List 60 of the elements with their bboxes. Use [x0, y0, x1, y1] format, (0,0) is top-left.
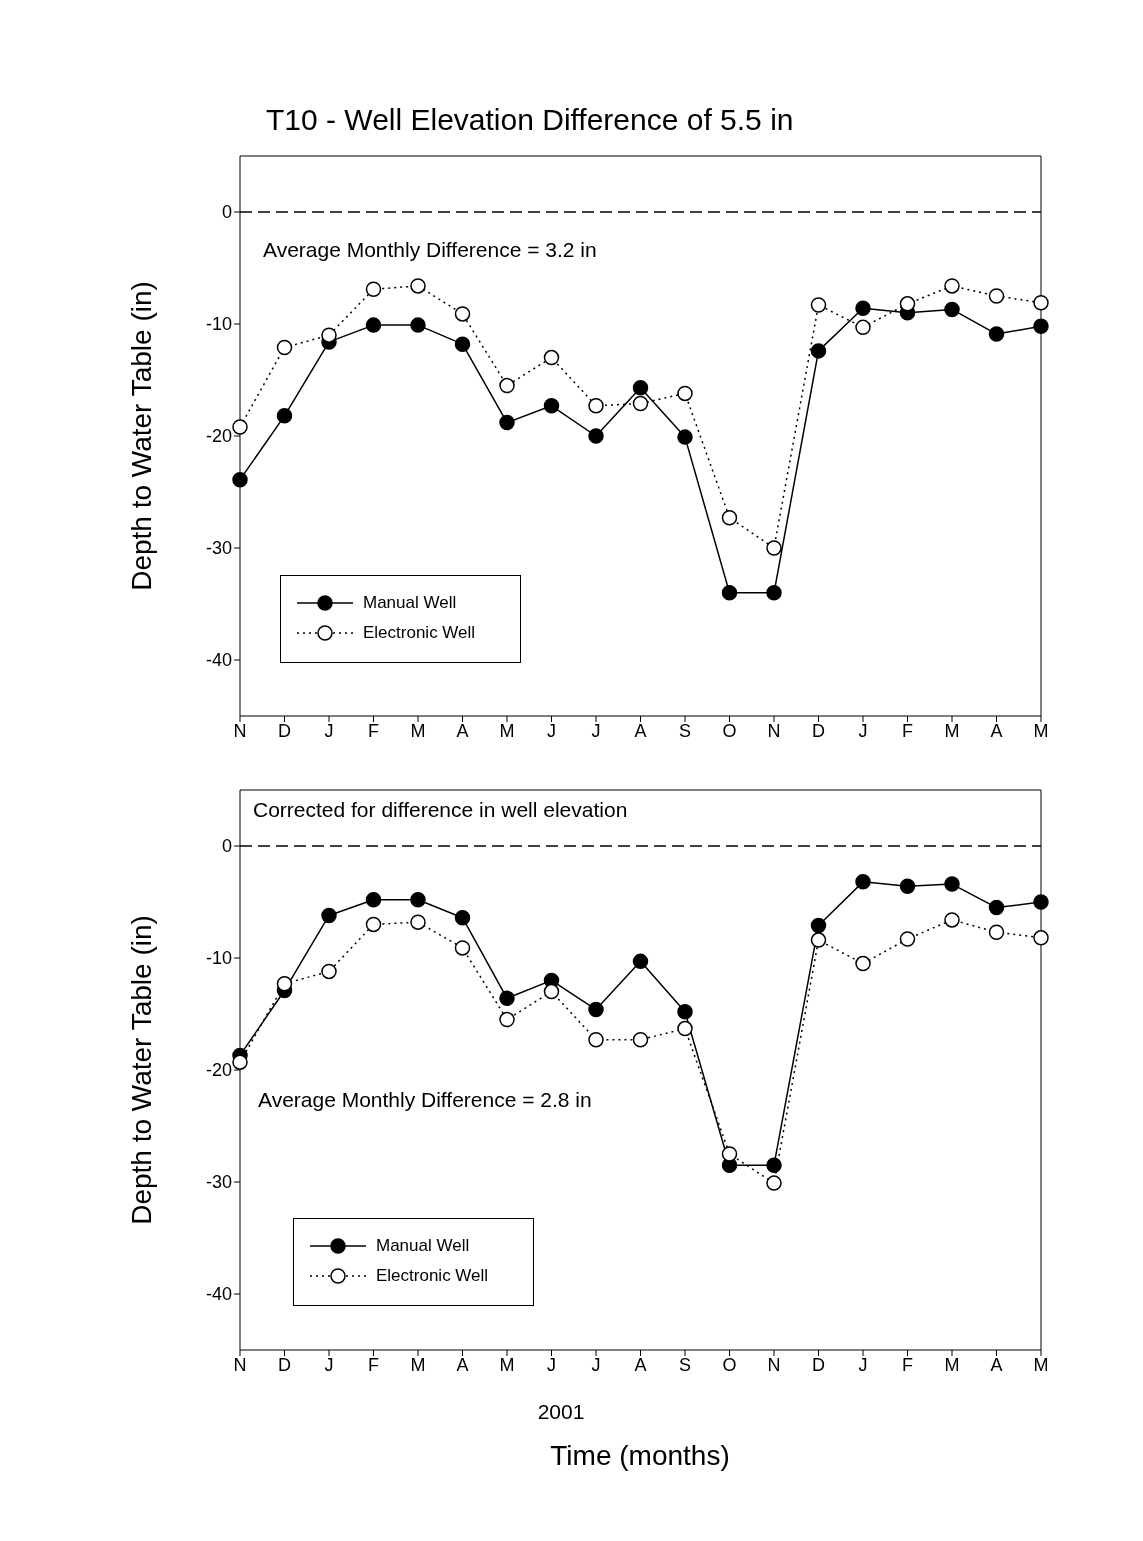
x-tick-label: N	[233, 1354, 247, 1375]
x-tick-label: M	[410, 1354, 426, 1375]
chart-title: T10 - Well Elevation Difference of 5.5 in	[266, 103, 794, 137]
annotation: Average Monthly Difference = 3.2 in	[263, 238, 597, 262]
x-tick-label: J	[324, 1354, 334, 1375]
legend-label: Manual Well	[363, 593, 457, 613]
x-tick-label: O	[722, 720, 737, 741]
y-tick-label: -10	[205, 314, 232, 335]
x-tick-label: D	[812, 1354, 825, 1375]
y-tick-label: -40	[205, 650, 232, 671]
x-tick-label: M	[1033, 1354, 1049, 1375]
x-tick-label: F	[368, 1354, 379, 1375]
x-tick-label: M	[944, 720, 960, 741]
x-tick-label: S	[678, 720, 692, 741]
y-tick-label: -40	[205, 1284, 232, 1305]
y-axis-title: Depth to Water Table (in)	[125, 915, 157, 1225]
x-tick-label: J	[547, 720, 556, 741]
x-tick-label: A	[990, 1354, 1003, 1375]
y-tick-label: 0	[221, 836, 232, 857]
x-tick-label: J	[547, 1354, 556, 1375]
x-tick-label: M	[499, 1354, 515, 1375]
x-tick-label: S	[678, 1354, 692, 1375]
x-tick-label: J	[324, 720, 334, 741]
x-tick-label: D	[278, 720, 291, 741]
y-tick-label: -30	[205, 538, 232, 559]
y-axis-title: Depth to Water Table (in)	[125, 281, 157, 591]
x-tick-label: N	[767, 720, 781, 741]
x-tick-label: A	[456, 1354, 469, 1375]
x-tick-label: D	[812, 720, 825, 741]
x-tick-label: F	[368, 720, 379, 741]
x-tick-label: O	[722, 1354, 737, 1375]
x-tick-label: F	[902, 720, 913, 741]
x-axis-title: Time (months)	[550, 1440, 730, 1472]
x-tick-label: F	[902, 1354, 913, 1375]
x-tick-label: A	[990, 720, 1003, 741]
y-tick-label: -10	[205, 948, 232, 969]
x-tick-label: N	[767, 1354, 781, 1375]
text: 2001	[537, 1400, 585, 1424]
legend-label: Electronic Well	[376, 1266, 489, 1286]
x-tick-label: A	[456, 720, 469, 741]
x-tick-label: M	[1033, 720, 1049, 741]
x-tick-label: J	[591, 1354, 601, 1375]
legend-label: Electronic Well	[363, 623, 476, 643]
y-tick-label: 0	[221, 202, 232, 223]
x-tick-label: A	[634, 720, 647, 741]
annotation: Average Monthly Difference = 2.8 in	[258, 1088, 592, 1112]
x-tick-label: N	[233, 720, 247, 741]
y-tick-label: -20	[205, 1060, 232, 1081]
x-tick-label: M	[410, 720, 426, 741]
x-tick-label: A	[634, 1354, 647, 1375]
x-tick-label: J	[591, 720, 601, 741]
annotation: Corrected for difference in well elevation	[253, 798, 628, 822]
x-tick-label: J	[858, 1354, 868, 1375]
legend-label: Manual Well	[376, 1236, 470, 1256]
x-tick-label: M	[499, 720, 515, 741]
x-tick-label: M	[944, 1354, 960, 1375]
y-tick-label: -30	[205, 1172, 232, 1193]
x-tick-label: J	[858, 720, 868, 741]
x-tick-label: D	[278, 1354, 291, 1375]
y-tick-label: -20	[205, 426, 232, 447]
